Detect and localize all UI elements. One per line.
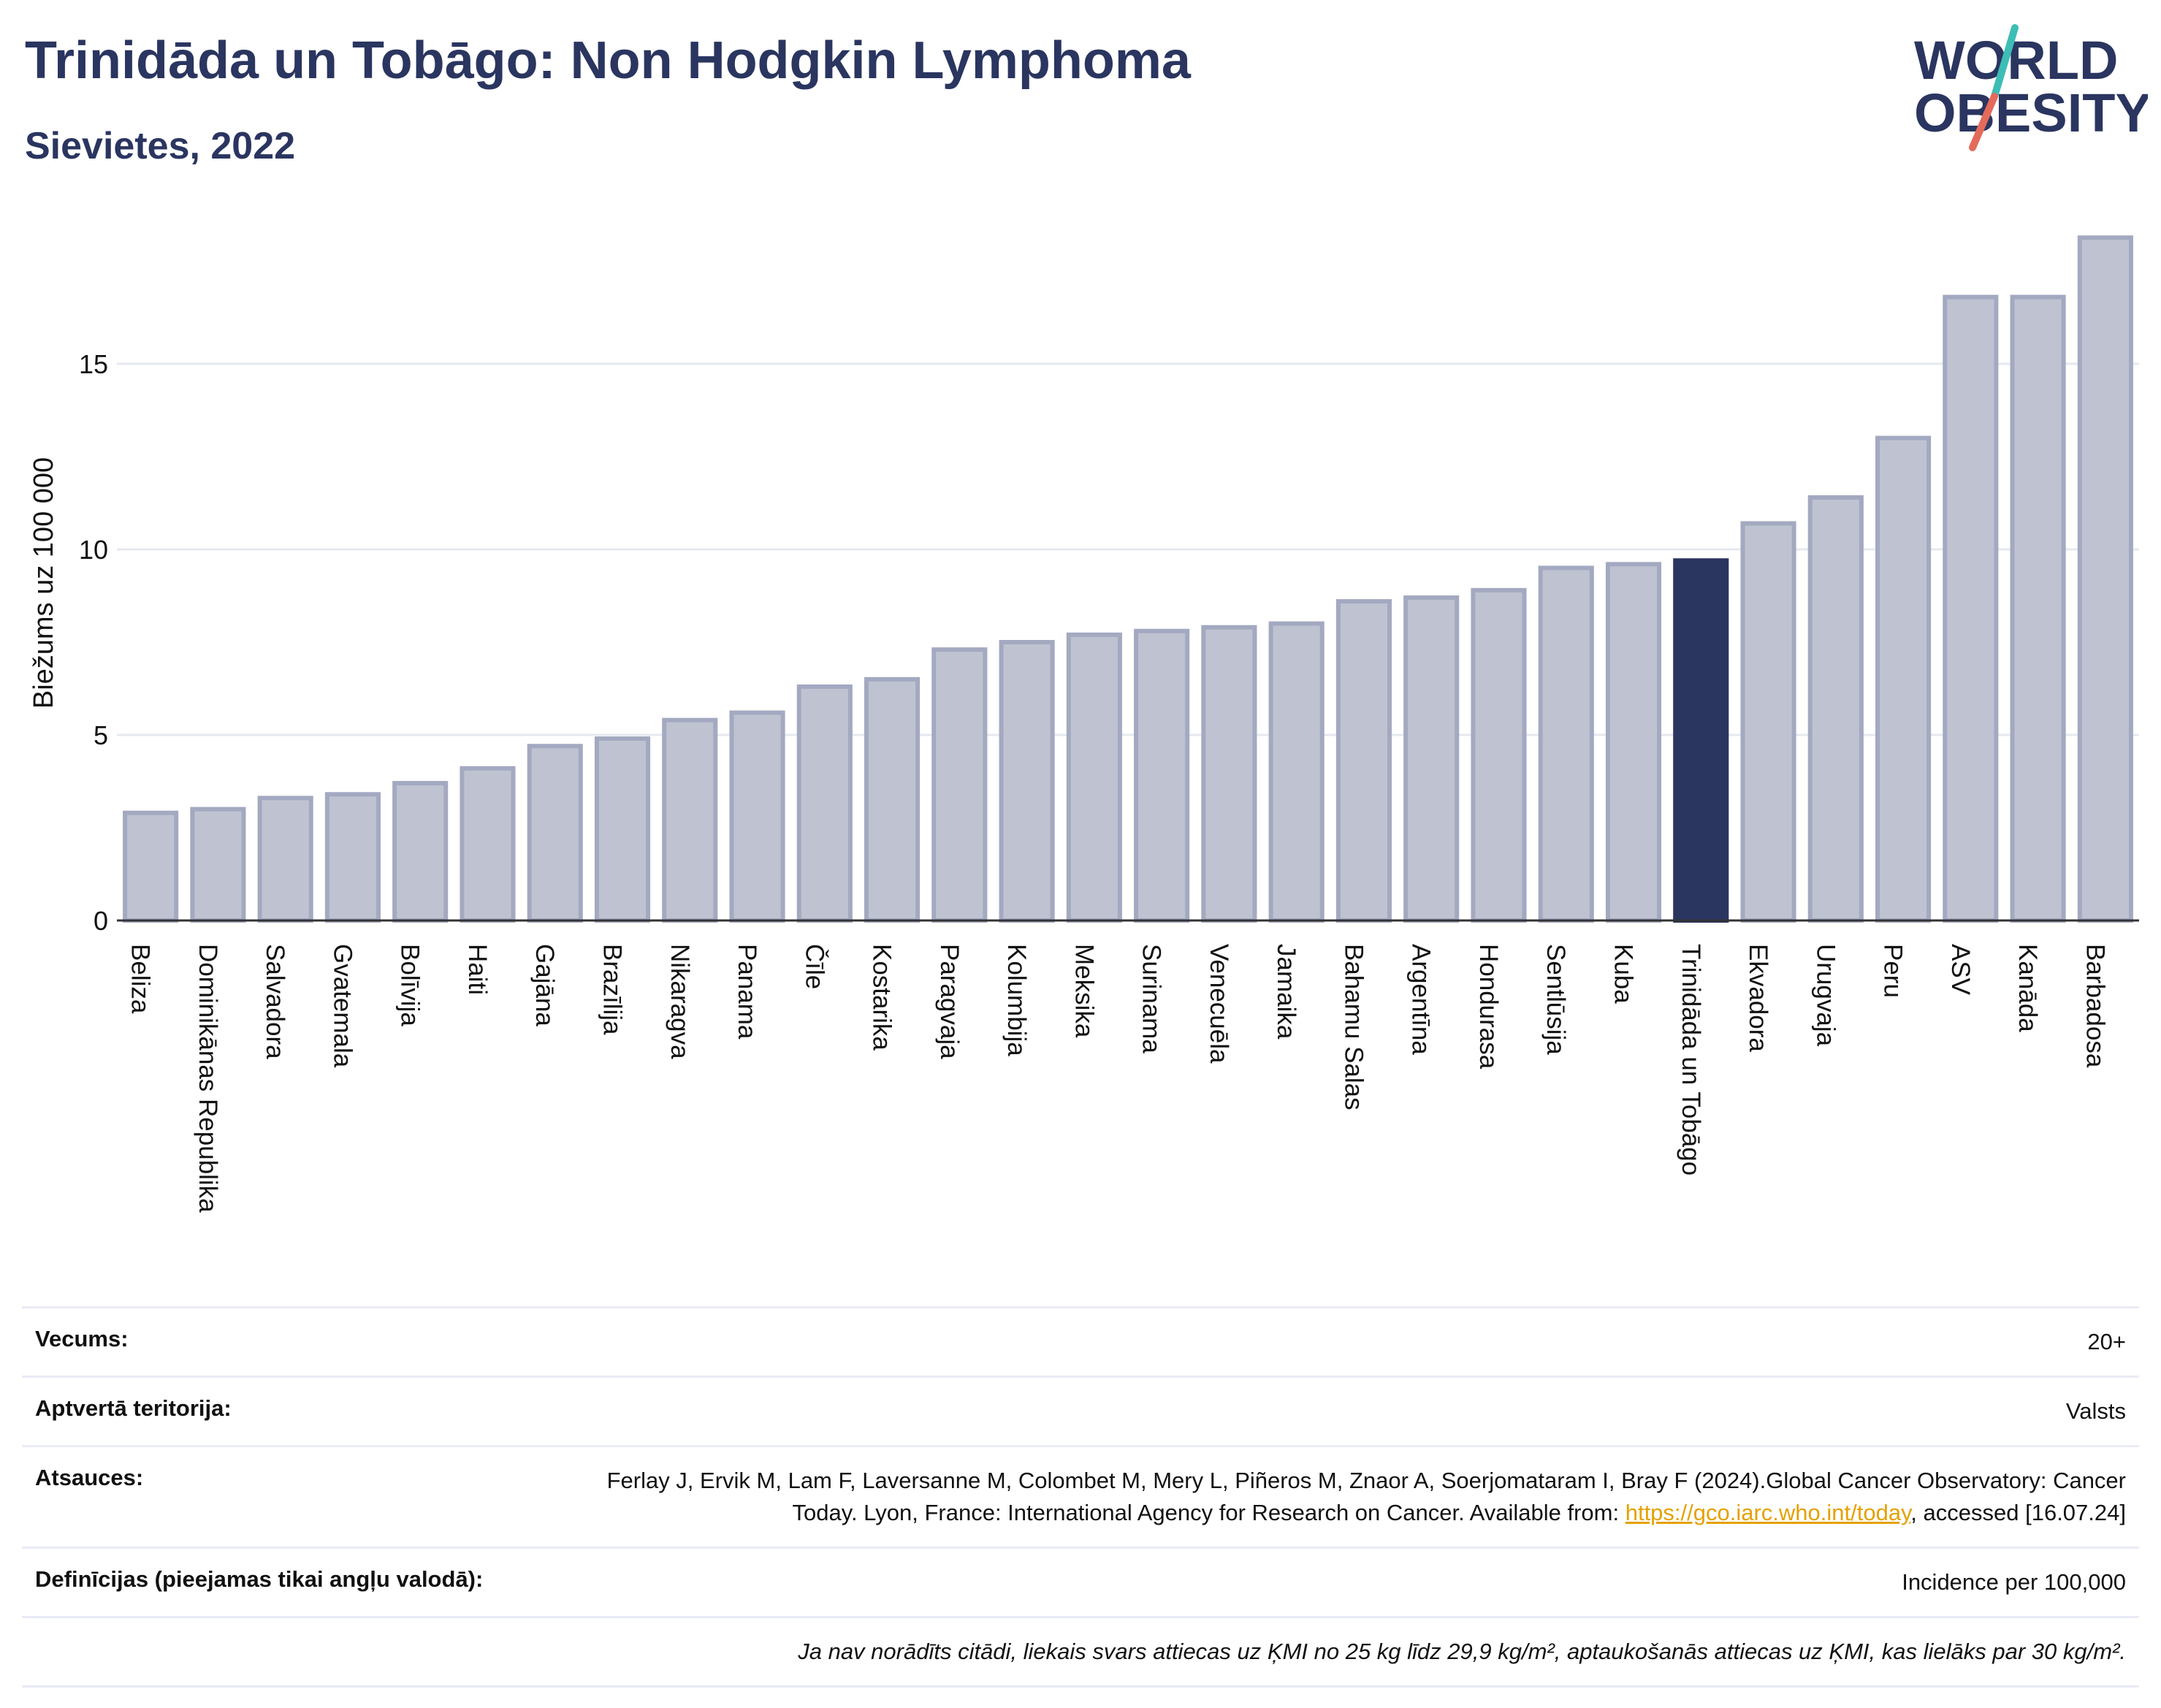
bar bbox=[1875, 435, 1932, 923]
bar bbox=[1605, 562, 1662, 923]
footnote: Ja nav norādīts citādi, liekais svars at… bbox=[798, 1639, 2126, 1664]
references-text: Ferlay J, Ervik M, Lam F, Laversanne M, … bbox=[606, 1468, 2126, 1525]
x-tick-label: Kanāda bbox=[2013, 944, 2042, 1032]
age-label: Vecums: bbox=[35, 1326, 129, 1351]
x-tick-label: Brazīlija bbox=[598, 944, 627, 1035]
page-title: Trinidāda un Tobāgo: Non Hodgkin Lymphom… bbox=[25, 31, 1191, 90]
bar bbox=[324, 792, 381, 923]
meta-row-definitions: Definīcijas (pieejamas tikai angļu valod… bbox=[22, 1547, 2139, 1616]
bar bbox=[257, 796, 313, 923]
x-tick-label: Argentīna bbox=[1407, 944, 1436, 1055]
x-tick-label: Bahamu Salas bbox=[1339, 944, 1368, 1110]
bar bbox=[1943, 294, 1999, 923]
references-value: Ferlay J, Ervik M, Lam F, Laversanne M, … bbox=[555, 1465, 2126, 1529]
x-tick-label: Urugvaja bbox=[1811, 944, 1840, 1047]
x-tick-label: Jamaika bbox=[1272, 944, 1300, 1040]
bar bbox=[1538, 565, 1594, 923]
definitions-value: Incidence per 100,000 bbox=[1902, 1569, 2126, 1595]
x-tick-label: Haiti bbox=[463, 944, 492, 995]
bar bbox=[796, 684, 853, 923]
bar bbox=[123, 810, 179, 923]
age-value: 20+ bbox=[2087, 1329, 2126, 1354]
page-subtitle: Sievietes, 2022 bbox=[25, 125, 296, 167]
territory-label: Aptvertā teritorija: bbox=[35, 1395, 232, 1421]
meta-row-references: Atsauces: Ferlay J, Ervik M, Lam F, Lave… bbox=[22, 1445, 2139, 1547]
info-table: Vecums: 20+ Aptvertā teritorija: Valsts … bbox=[22, 1306, 2139, 1688]
x-tick-label: Venecuēla bbox=[1205, 944, 1233, 1064]
logo-slash-coral bbox=[1969, 93, 1998, 151]
x-tick-label: Paragvaja bbox=[935, 944, 964, 1059]
bar bbox=[729, 710, 785, 923]
bar bbox=[2010, 294, 2066, 923]
definitions-label: Definīcijas (pieejamas tikai angļu valod… bbox=[35, 1566, 484, 1592]
bar bbox=[1471, 587, 1527, 923]
y-tick-label: 10 bbox=[79, 535, 108, 565]
bar bbox=[1268, 621, 1325, 923]
logo-text-obesity: OBESITY bbox=[1914, 83, 2148, 143]
bar bbox=[392, 781, 449, 923]
bar bbox=[1740, 521, 1796, 923]
x-tick-label: Ekvadora bbox=[1744, 944, 1772, 1052]
bar bbox=[2077, 235, 2133, 923]
y-tick-label: 5 bbox=[94, 720, 108, 750]
bar bbox=[460, 766, 516, 923]
x-tick-label: Bolīvija bbox=[396, 944, 424, 1026]
x-tick-label: Gajāna bbox=[530, 944, 559, 1026]
references-label: Atsauces: bbox=[35, 1465, 144, 1490]
x-tick-label: Kostarika bbox=[868, 944, 896, 1051]
bar bbox=[1134, 628, 1190, 923]
y-tick-label: 0 bbox=[94, 906, 108, 936]
x-tick-label: Dominikānas Republika bbox=[194, 944, 222, 1213]
bar-chart: 0 5 10 15 Beliza Dominikānas Republika Salvad… bbox=[28, 235, 2139, 1213]
bar bbox=[864, 676, 921, 923]
x-tick-label: Sentlūsija bbox=[1541, 944, 1570, 1055]
x-tick-label: Beliza bbox=[126, 944, 155, 1014]
world-obesity-logo: WORLD OBESITY bbox=[1914, 24, 2148, 151]
x-tick-label: Meksika bbox=[1070, 944, 1098, 1038]
territory-value: Valsts bbox=[2065, 1398, 2126, 1424]
y-axis-title: Biežums uz 100 000 bbox=[28, 457, 59, 709]
bar bbox=[527, 744, 583, 923]
bar bbox=[1201, 625, 1257, 923]
bar bbox=[1066, 632, 1122, 923]
x-tick-label: Čīle bbox=[800, 944, 828, 989]
x-tick-label: Nikaragva bbox=[666, 944, 694, 1059]
x-tick-label: Trinidāda un Tobāgo bbox=[1677, 944, 1705, 1175]
x-tick-label: Surinama bbox=[1137, 944, 1166, 1053]
x-tick-label: Gvatemala bbox=[328, 944, 357, 1068]
bar bbox=[999, 640, 1055, 923]
logo-text-world: WORLD bbox=[1914, 30, 2119, 91]
bar bbox=[1403, 595, 1460, 923]
bar bbox=[190, 807, 246, 923]
bar-highlighted bbox=[1673, 558, 1729, 923]
x-tick-label: Peru bbox=[1879, 944, 1907, 998]
x-tick-label: Panama bbox=[733, 944, 761, 1040]
x-tick-label: ASV bbox=[1946, 944, 1975, 996]
x-tick-label: Hondurasa bbox=[1474, 944, 1503, 1070]
logo-slash-teal bbox=[1991, 24, 2019, 100]
bar bbox=[662, 717, 718, 923]
x-tick-label: Kuba bbox=[1609, 944, 1638, 1004]
meta-row-age: Vecums: 20+ bbox=[22, 1306, 2139, 1376]
y-tick-label: 15 bbox=[79, 349, 108, 379]
bar bbox=[931, 647, 988, 923]
references-accessed: , accessed [16.07.24] bbox=[1910, 1500, 2126, 1525]
bar bbox=[1335, 599, 1392, 923]
references-link[interactable]: https://gco.iarc.who.int/today bbox=[1625, 1500, 1911, 1525]
meta-row-territory: Aptvertā teritorija: Valsts bbox=[22, 1376, 2139, 1445]
bar bbox=[594, 736, 651, 923]
bar bbox=[1807, 495, 1864, 923]
x-tick-label: Kolumbija bbox=[1002, 944, 1031, 1056]
x-tick-label: Barbadosa bbox=[2081, 944, 2109, 1068]
x-tick-label: Salvadora bbox=[261, 944, 289, 1059]
meta-row-note: Ja nav norādīts citādi, liekais svars at… bbox=[22, 1616, 2139, 1688]
